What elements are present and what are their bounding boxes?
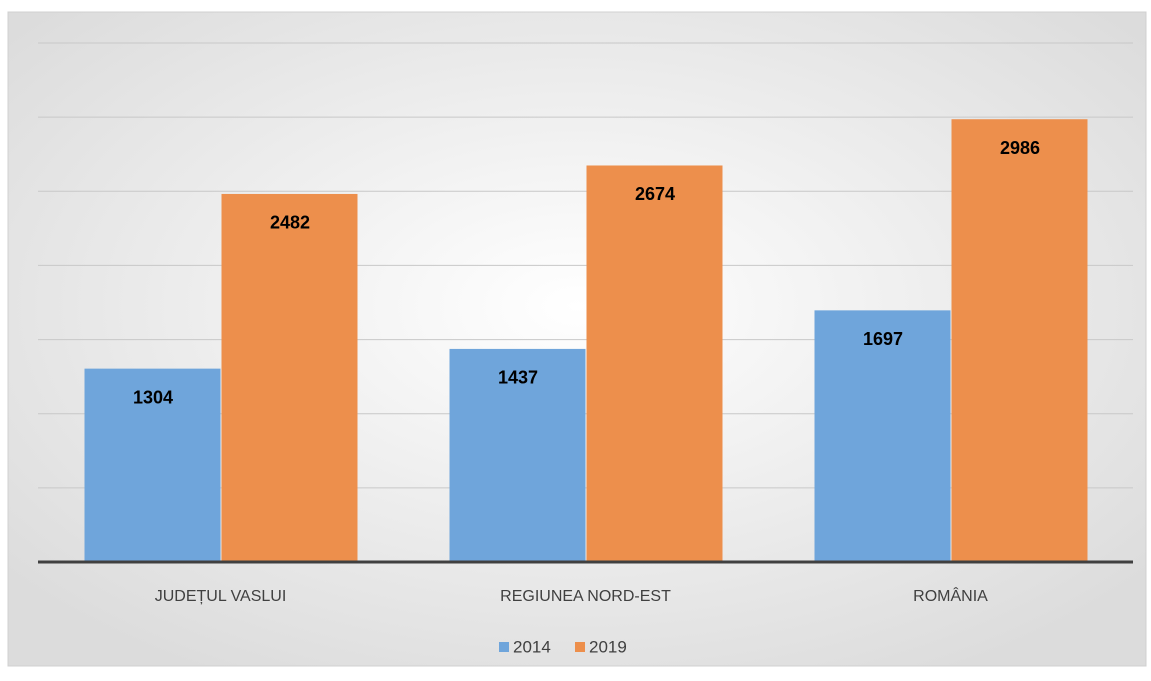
legend-label: 2014 [513,637,551,656]
bar [221,193,358,562]
x-tick-label: JUDEȚUL VASLUI [155,588,287,605]
x-tick-label: ROMÂNIA [913,586,988,605]
bar [951,119,1088,562]
x-tick-label: REGIUNEA NORD-EST [500,588,671,605]
bar [449,348,586,562]
legend-swatch [575,642,585,652]
legend-label: 2019 [589,637,627,656]
legend-swatch [499,642,509,652]
data-label: 2482 [270,213,310,233]
data-label: 1437 [498,368,538,388]
data-label: 2986 [1000,138,1040,158]
data-label: 2674 [635,184,675,204]
data-label: 1697 [863,329,903,349]
bar [84,368,221,562]
bar [586,165,723,562]
data-label: 1304 [133,387,173,407]
bar [814,310,951,562]
